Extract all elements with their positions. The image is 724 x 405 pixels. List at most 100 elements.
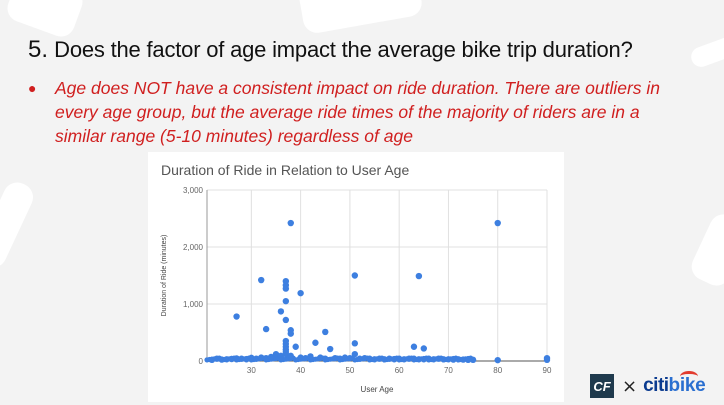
- data-point: [391, 356, 398, 363]
- x-axis-label: User Age: [361, 385, 394, 394]
- data-point: [243, 356, 250, 363]
- data-point: [351, 272, 359, 279]
- data-point: [381, 356, 388, 363]
- data-point: [400, 356, 408, 363]
- citi-text: citi: [643, 375, 669, 396]
- data-point: [346, 354, 354, 362]
- citibike-wordmark: citibike: [643, 371, 706, 397]
- data-point: [420, 345, 428, 352]
- data-point: [376, 355, 383, 362]
- data-point: [262, 354, 270, 362]
- data-point: [356, 355, 363, 362]
- x-tick-label: 90: [543, 366, 552, 375]
- y-tick-label: 2,000: [183, 243, 204, 252]
- data-point: [248, 354, 255, 362]
- x-tick-label: 60: [395, 366, 404, 375]
- data-point: [336, 355, 344, 362]
- data-point: [440, 356, 447, 363]
- data-point: [307, 353, 314, 360]
- times-sign: ×: [622, 375, 638, 397]
- data-point: [282, 316, 290, 324]
- data-point: [455, 356, 462, 363]
- heading-text: Does the factor of age impact the averag…: [54, 37, 633, 62]
- data-point: [351, 340, 359, 347]
- data-point: [287, 330, 294, 337]
- data-point: [469, 356, 477, 364]
- y-tick-label: 1,000: [183, 300, 204, 309]
- data-point: [258, 354, 265, 361]
- y-tick-label: 0: [199, 357, 204, 366]
- data-point: [395, 355, 403, 362]
- data-point: [464, 356, 472, 364]
- x-tick-label: 50: [345, 366, 354, 375]
- data-point: [430, 356, 437, 363]
- data-point: [297, 289, 304, 297]
- data-point: [223, 356, 230, 363]
- cf-citibike-logo: CF × citibike: [590, 371, 706, 399]
- bullet-dot-icon: ●: [28, 80, 37, 96]
- data-point: [282, 297, 290, 305]
- slide-heading: 5. Does the factor of age impact the ave…: [28, 36, 708, 64]
- data-point: [208, 356, 216, 364]
- cf-logo-mark: CF: [590, 374, 614, 398]
- data-point: [415, 272, 423, 280]
- data-point: [371, 356, 378, 363]
- citi-arc-icon: [680, 371, 699, 382]
- data-point: [282, 350, 290, 358]
- scatter-chart: 0 1,000 2,000 3,000 30 40 50 60 70 80 90 User Age Du…: [148, 152, 564, 402]
- data-point: [312, 339, 319, 346]
- data-point: [322, 355, 329, 362]
- data-point: [420, 356, 428, 363]
- background-shape-top-left: [3, 0, 87, 41]
- data-point: [405, 355, 413, 362]
- data-point: [292, 343, 299, 350]
- data-point: [258, 276, 265, 284]
- background-shape-left-lower: [0, 177, 38, 273]
- data-point: [282, 285, 290, 292]
- data-point: [218, 356, 225, 363]
- x-tick-label: 80: [493, 366, 502, 375]
- x-tick-label: 30: [247, 366, 256, 375]
- data-point: [228, 355, 235, 363]
- y-tick-label: 3,000: [183, 186, 204, 195]
- data-point: [287, 352, 294, 360]
- data-point: [233, 313, 240, 320]
- data-point: [415, 356, 423, 363]
- data-point: [435, 355, 442, 362]
- bullet-text: Age does NOT have a consistent impact on…: [55, 78, 661, 146]
- data-point: [445, 356, 452, 363]
- data-point: [317, 354, 324, 361]
- finding-bullet: ● Age does NOT have a consistent impact …: [28, 76, 678, 148]
- data-point: [410, 343, 418, 350]
- data-point: [297, 354, 304, 361]
- data-point: [410, 355, 418, 362]
- data-point: [267, 353, 275, 361]
- data-point: [287, 219, 294, 227]
- heading-number: 5.: [28, 36, 49, 63]
- data-point: [494, 219, 501, 227]
- data-point: [331, 354, 339, 362]
- data-point: [238, 355, 245, 362]
- data-point: [277, 308, 285, 315]
- data-point: [494, 356, 501, 364]
- data-point: [450, 356, 457, 363]
- data-point: [326, 345, 334, 353]
- data-point: [233, 355, 240, 362]
- data-point: [366, 355, 373, 362]
- data-point: [322, 328, 329, 336]
- data-point: [341, 354, 349, 361]
- y-axis-label: Duration of Ride (minutes): [161, 235, 168, 317]
- chart-title: Duration of Ride in Relation to User Age: [161, 162, 410, 178]
- data-point: [277, 352, 285, 360]
- background-shape-top-middle: [296, 0, 424, 36]
- data-point: [543, 356, 551, 364]
- data-point: [272, 350, 280, 358]
- data-point: [213, 355, 221, 362]
- data-point: [262, 325, 270, 333]
- data-point: [351, 350, 359, 358]
- data-point: [460, 356, 467, 363]
- x-tick-label: 70: [444, 366, 453, 375]
- scatter-chart-svg: 0 1,000 2,000 3,000 30 40 50 60 70 80 90 User Age Du…: [161, 186, 552, 394]
- data-point: [386, 355, 393, 362]
- background-shape-right-lower: [687, 209, 724, 291]
